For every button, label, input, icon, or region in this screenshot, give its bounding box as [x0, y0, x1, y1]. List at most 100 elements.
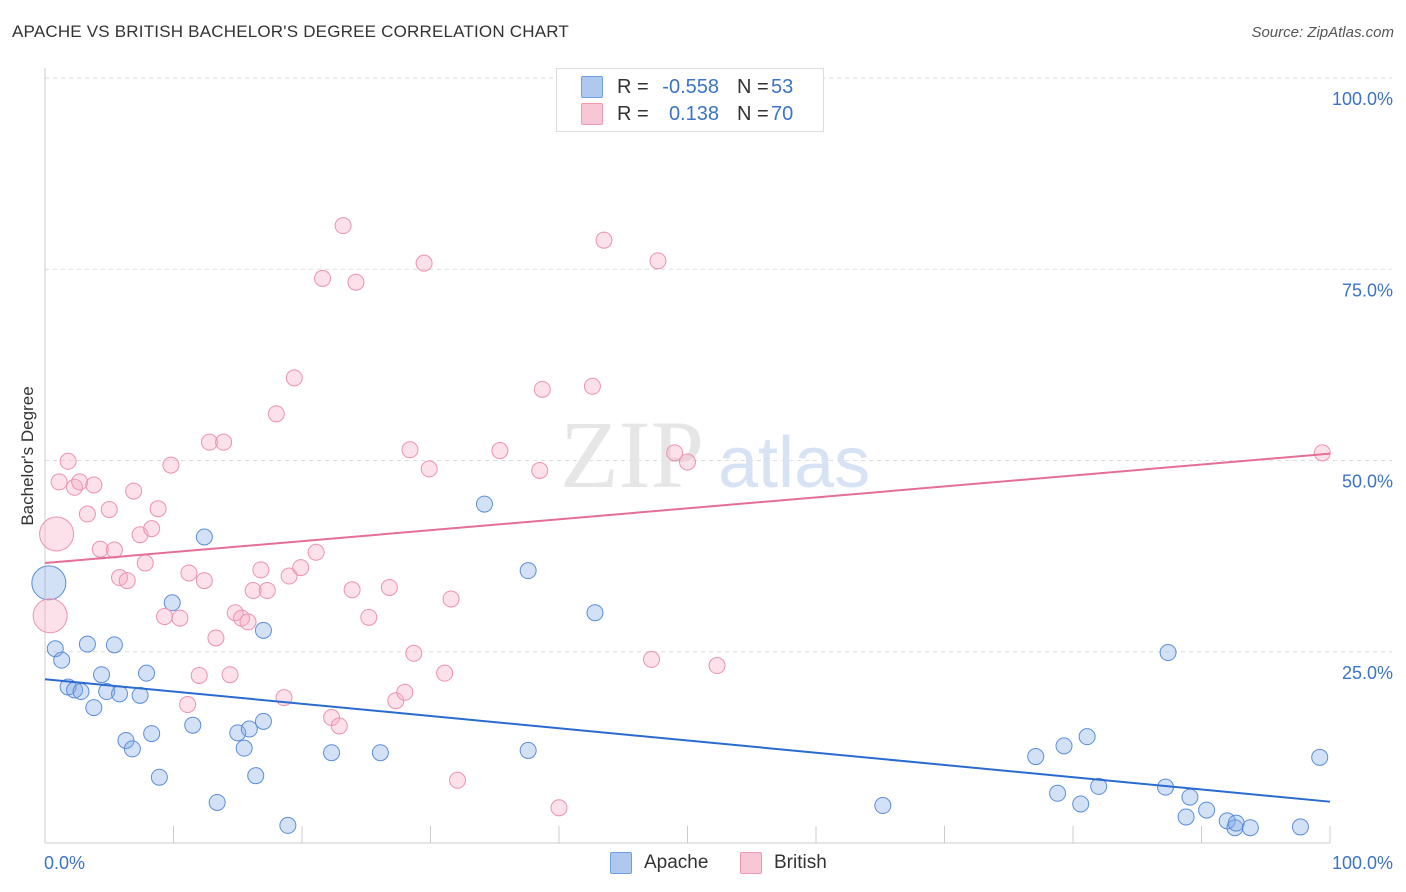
data-point-british	[436, 664, 454, 682]
data-point-british	[105, 541, 123, 559]
data-point-apache	[235, 739, 253, 757]
data-point-british	[708, 657, 726, 675]
watermark-atlas: atlas	[718, 423, 870, 503]
data-point-apache	[1049, 784, 1067, 802]
data-point-british	[125, 482, 143, 500]
series-legend: Apache British	[0, 852, 1406, 878]
data-point-apache	[53, 651, 71, 669]
gridlines	[45, 77, 1392, 653]
data-point-british	[1313, 444, 1331, 462]
data-point-british	[550, 799, 568, 817]
y-tick-label: 25.0%	[1342, 663, 1393, 683]
data-point-apache	[1055, 737, 1073, 755]
data-point-british	[207, 629, 225, 647]
legend-item-apache[interactable]: Apache	[610, 852, 708, 874]
data-point-british	[252, 561, 270, 579]
data-point-apache	[123, 740, 141, 758]
data-point-apache	[1181, 788, 1199, 806]
data-point-british	[71, 473, 89, 491]
data-point-apache	[1241, 819, 1259, 837]
data-point-british	[360, 608, 378, 626]
data-point-apache	[1159, 644, 1177, 662]
data-point-british	[415, 254, 433, 272]
data-point-british	[32, 598, 68, 634]
data-point-apache	[1090, 777, 1108, 795]
data-point-british	[200, 433, 218, 451]
data-point-british	[91, 540, 109, 558]
data-point-british	[442, 590, 460, 608]
data-point-british	[380, 578, 398, 596]
data-point-apache	[150, 768, 168, 786]
data-point-apache	[586, 604, 604, 622]
data-point-british	[292, 559, 310, 577]
trend-lines	[44, 452, 1331, 803]
chart-title: APACHE VS BRITISH BACHELOR'S DEGREE CORR…	[12, 22, 570, 41]
data-point-british	[405, 644, 423, 662]
data-point-apache	[1291, 818, 1309, 836]
r-label: R =	[617, 102, 649, 125]
r-value: -0.558	[662, 75, 719, 98]
data-point-british	[343, 581, 361, 599]
data-point-british	[239, 613, 257, 631]
data-point-apache	[279, 816, 297, 834]
data-point-british	[280, 567, 298, 585]
n-label: N =	[737, 75, 769, 98]
data-point-british	[156, 608, 174, 626]
data-point-british	[595, 231, 613, 249]
legend-swatch-british	[740, 852, 762, 874]
data-point-british	[221, 666, 239, 684]
data-point-apache	[195, 528, 213, 546]
data-point-british	[330, 717, 348, 735]
r-label: R =	[617, 75, 649, 98]
data-point-british	[59, 452, 77, 470]
data-point-british	[118, 572, 136, 590]
legend-label-british: British	[774, 852, 827, 873]
data-point-british	[136, 554, 154, 572]
data-point-apache	[85, 699, 103, 717]
data-point-british	[679, 453, 696, 471]
y-tick-label: 50.0%	[1342, 472, 1393, 492]
x-tick-label: 100.0%	[1332, 853, 1393, 873]
data-point-british	[215, 433, 233, 451]
n-value: 70	[771, 102, 794, 125]
watermark: ZIP atlas	[560, 401, 870, 508]
n-value: 53	[771, 75, 794, 98]
data-point-apache	[111, 685, 129, 703]
data-point-apache	[1227, 814, 1245, 832]
data-point-british	[314, 269, 332, 287]
data-point-british	[666, 444, 684, 462]
data-point-apache	[208, 793, 226, 811]
data-point-british	[533, 380, 551, 398]
stats-legend: R = -0.558 N = 53 R = 0.138 N = 70	[556, 68, 824, 132]
apache-points	[31, 495, 1329, 837]
data-point-apache	[371, 744, 389, 762]
data-point-british	[162, 456, 180, 474]
data-point-british	[420, 460, 438, 478]
data-point-apache	[1072, 795, 1090, 813]
data-point-apache	[519, 562, 537, 580]
legend-label-apache: Apache	[644, 852, 709, 873]
data-point-apache	[240, 720, 258, 738]
data-point-apache	[323, 744, 341, 762]
y-tick-label: 100.0%	[1332, 89, 1393, 109]
data-point-british	[85, 476, 103, 494]
data-point-apache	[105, 636, 123, 654]
data-point-british	[258, 582, 276, 600]
data-point-british	[195, 572, 213, 590]
data-point-british	[244, 582, 262, 600]
legend-swatch-british	[581, 103, 603, 125]
data-point-british	[100, 500, 118, 518]
data-point-apache	[1311, 748, 1329, 766]
data-point-british	[190, 666, 208, 684]
data-point-british	[396, 683, 414, 701]
data-point-apache	[1198, 801, 1216, 819]
data-point-british	[401, 441, 419, 459]
n-label: N =	[737, 102, 769, 125]
source-label: Source: ZipAtlas.com	[1251, 24, 1394, 41]
data-point-apache	[138, 664, 156, 682]
watermark-zip: ZIP	[560, 401, 704, 508]
legend-item-british[interactable]: British	[740, 852, 827, 874]
y-axis-label: Bachelor's Degree	[18, 386, 37, 526]
data-point-apache	[163, 594, 181, 612]
data-point-apache	[254, 712, 272, 730]
